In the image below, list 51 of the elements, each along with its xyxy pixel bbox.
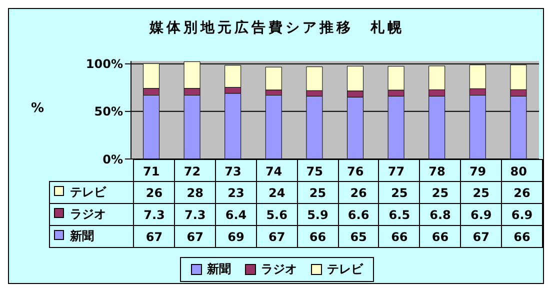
x-tick-label: 76 — [347, 164, 364, 179]
y-tick-label: 50% — [94, 104, 123, 119]
data-label: 5.6 — [256, 204, 298, 226]
data-label: 6.4 — [216, 204, 256, 226]
data-label: 7.3 — [174, 204, 216, 226]
x-tick-label: 79 — [469, 164, 486, 179]
data-label: 28 — [174, 182, 216, 204]
data-label: 66 — [297, 226, 338, 248]
x-tick-label: 78 — [428, 164, 446, 179]
data-label: 69 — [216, 226, 256, 248]
data-label: 7.3 — [134, 204, 175, 226]
data-label: 67 — [174, 226, 216, 248]
text: ラジオ — [261, 262, 297, 276]
data-label: 25 — [460, 182, 502, 204]
data-label: 67 — [134, 226, 175, 248]
x-tick-label: 75 — [306, 164, 323, 179]
text: 新聞 — [207, 262, 231, 276]
data-label: 6.5 — [378, 204, 420, 226]
legend-label: テレビ — [50, 182, 134, 204]
data-label: 25 — [420, 182, 461, 204]
data-label: 26 — [134, 182, 175, 204]
data-label: 6.9 — [502, 204, 542, 226]
chart-title: 媒体別地元広告費シア推移 札幌 — [148, 19, 406, 37]
data-label: 65 — [338, 226, 379, 248]
data-label: 67 — [256, 226, 298, 248]
x-tick-label: 77 — [388, 164, 405, 179]
x-tick-label: 74 — [265, 164, 282, 179]
data-label: 5.9 — [297, 204, 338, 226]
x-tick-label: 80 — [510, 164, 527, 179]
data-label: 24 — [256, 182, 298, 204]
data-label: 25 — [297, 182, 338, 204]
data-label: 26 — [502, 182, 542, 204]
x-tick-label: 72 — [184, 164, 201, 179]
data-label: 6.6 — [338, 204, 379, 226]
data-label: 66 — [420, 226, 461, 248]
data-label: 66 — [378, 226, 420, 248]
legend-label: 新聞 — [50, 226, 134, 248]
data-label: 67 — [460, 226, 502, 248]
data-label: 6.9 — [460, 204, 502, 226]
data-label: 26 — [338, 182, 379, 204]
data-label: 25 — [378, 182, 420, 204]
legend-label: ラジオ — [50, 204, 134, 226]
text: テレビ — [327, 262, 363, 276]
data-label: 23 — [216, 182, 256, 204]
data-label: 6.8 — [420, 204, 461, 226]
y-axis-title: % — [31, 101, 44, 116]
data-label: 66 — [502, 226, 542, 248]
x-tick-label: 73 — [224, 164, 242, 179]
y-tick-label: 100% — [86, 57, 123, 72]
y-tick-label: 0% — [102, 152, 123, 166]
x-tick-label: 71 — [143, 164, 160, 179]
